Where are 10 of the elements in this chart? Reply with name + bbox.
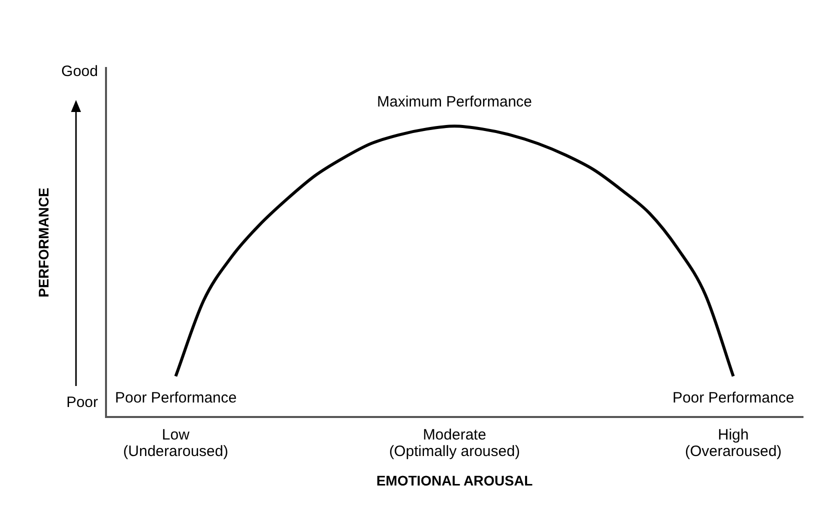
x-tick-label: High (Overaroused) [684, 426, 782, 460]
annotation: Poor Performance [672, 389, 794, 406]
annotation: Poor Performance [114, 389, 237, 406]
text: Good [61, 63, 98, 80]
x-tick-label: Moderate (Optimally aroused) [389, 426, 520, 460]
text: Poor [66, 394, 98, 412]
x-tick-label: Low (Underaroused) [123, 426, 228, 460]
x-axis-title: EMOTIONAL AROUSAL [376, 472, 534, 488]
annotation: Maximum Performance [376, 93, 532, 110]
y-axis-title: PERFORMANCE [35, 188, 52, 298]
